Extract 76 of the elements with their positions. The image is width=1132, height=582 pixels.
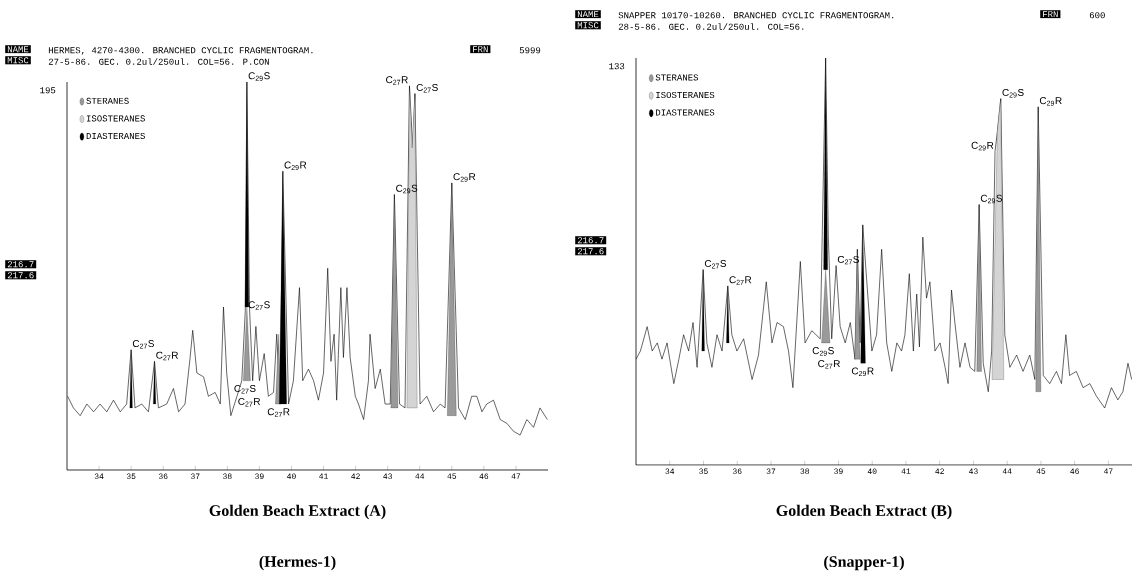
- text: 216.7: [7, 261, 34, 268]
- x-tick-label: 41: [901, 468, 911, 474]
- x-tick-label: 42: [351, 473, 360, 479]
- x-tick-label: 45: [1036, 468, 1046, 474]
- text: NAME: [7, 46, 29, 53]
- x-tick-label: 38: [800, 468, 809, 474]
- text: HERMES, 4270-4300. BRANCHED CYCLIC FRAGMENTOGRAM.: [48, 47, 313, 55]
- legend-label: ISOSTERANES: [86, 115, 145, 122]
- x-tick-label: 44: [1002, 468, 1012, 474]
- annotation: C$_{29}$S: [1002, 88, 1024, 98]
- x-tick-label: 47: [511, 473, 521, 479]
- annotation: C$_{27}$R: [156, 351, 179, 361]
- text: Golden Beach Extract (B): [776, 504, 952, 520]
- annotation: C$_{27}$R: [729, 276, 752, 285]
- text: 217.6: [577, 248, 604, 255]
- annotation: C$_{29}$R: [971, 141, 994, 151]
- text: 27-5-86. GEC. 0.2ul/250ul. COL=56. P.CON: [48, 58, 269, 65]
- annotation: C$_{29}$S: [812, 347, 834, 356]
- x-tick-label: 34: [665, 468, 675, 474]
- annotation: C$_{29}$R: [453, 173, 476, 182]
- text: 133: [609, 63, 625, 70]
- annotation: C$_{29}$R: [284, 161, 307, 171]
- x-tick-label: 38: [223, 473, 232, 479]
- text: 28-5-86. GEC. 0.2ul/250ul. COL=56.: [618, 23, 804, 30]
- annotation: C$_{29}$S: [980, 194, 1003, 204]
- legend-label: STERANES: [86, 97, 129, 104]
- text: 600: [1089, 12, 1105, 19]
- legend-label: STERANES: [655, 74, 699, 81]
- annotation: C$_{27}$R: [818, 360, 840, 369]
- x-tick-label: 34: [94, 473, 104, 479]
- text: Golden Beach Extract (A): [209, 504, 386, 520]
- x-tick-label: 40: [867, 468, 877, 474]
- legend-label: ISOSTERANES: [656, 91, 715, 99]
- x-tick-label: 40: [287, 473, 296, 479]
- x-tick-label: 35: [126, 473, 136, 479]
- text: (Hermes-1): [259, 555, 336, 571]
- annotation: C$_{29}$S: [248, 72, 270, 81]
- text: (Snapper-1): [824, 555, 904, 571]
- text: 217.6: [7, 272, 34, 279]
- text: FRN: [473, 46, 488, 53]
- x-tick-label: 37: [190, 473, 200, 479]
- annotation: C$_{29}$R: [851, 367, 874, 376]
- annotation: C$_{27}$R: [267, 408, 290, 417]
- text: NAME: [577, 11, 599, 18]
- x-tick-label: 42: [935, 468, 944, 474]
- annotation: C$_{29}$S: [396, 184, 418, 194]
- x-tick-label: 37: [766, 468, 776, 474]
- x-tick-label: 43: [969, 468, 978, 474]
- annotation: C$_{27}$S: [132, 340, 155, 349]
- x-tick-label: 43: [383, 473, 392, 479]
- legend-label: DIASTERANES: [656, 109, 715, 116]
- x-tick-label: 36: [732, 468, 742, 474]
- x-tick-label: 36: [158, 473, 168, 479]
- x-tick-label: 44: [415, 473, 425, 479]
- x-tick-label: 47: [1104, 468, 1113, 474]
- annotation: C$_{27}$S: [704, 259, 727, 269]
- text: MISC: [7, 57, 29, 64]
- text: 5999: [519, 47, 541, 54]
- x-tick-label: 39: [255, 473, 264, 479]
- text: 216.7: [577, 237, 604, 244]
- text: FRN: [1043, 11, 1058, 18]
- x-tick-label: 39: [834, 468, 843, 474]
- x-tick-label: 45: [447, 473, 457, 479]
- text: 195: [40, 87, 56, 94]
- x-tick-label: 41: [319, 473, 328, 479]
- annotation: C$_{27}$R: [386, 76, 408, 85]
- annotation: C$_{27}$R: [238, 397, 261, 407]
- annotation: C$_{27}$S: [234, 384, 256, 394]
- legend-label: DIASTERANES: [86, 132, 145, 139]
- x-tick-label: 35: [699, 468, 708, 474]
- annotation: C$_{29}$R: [1039, 97, 1062, 106]
- x-tick-label: 46: [1070, 468, 1079, 474]
- text: MISC: [577, 22, 599, 29]
- text: SNAPPER 10170-10260. BRANCHED CYCLIC FRAGMENTOGRAM.: [618, 12, 894, 19]
- x-tick-label: 46: [479, 473, 489, 479]
- annotation: C$_{27}$S: [416, 83, 438, 93]
